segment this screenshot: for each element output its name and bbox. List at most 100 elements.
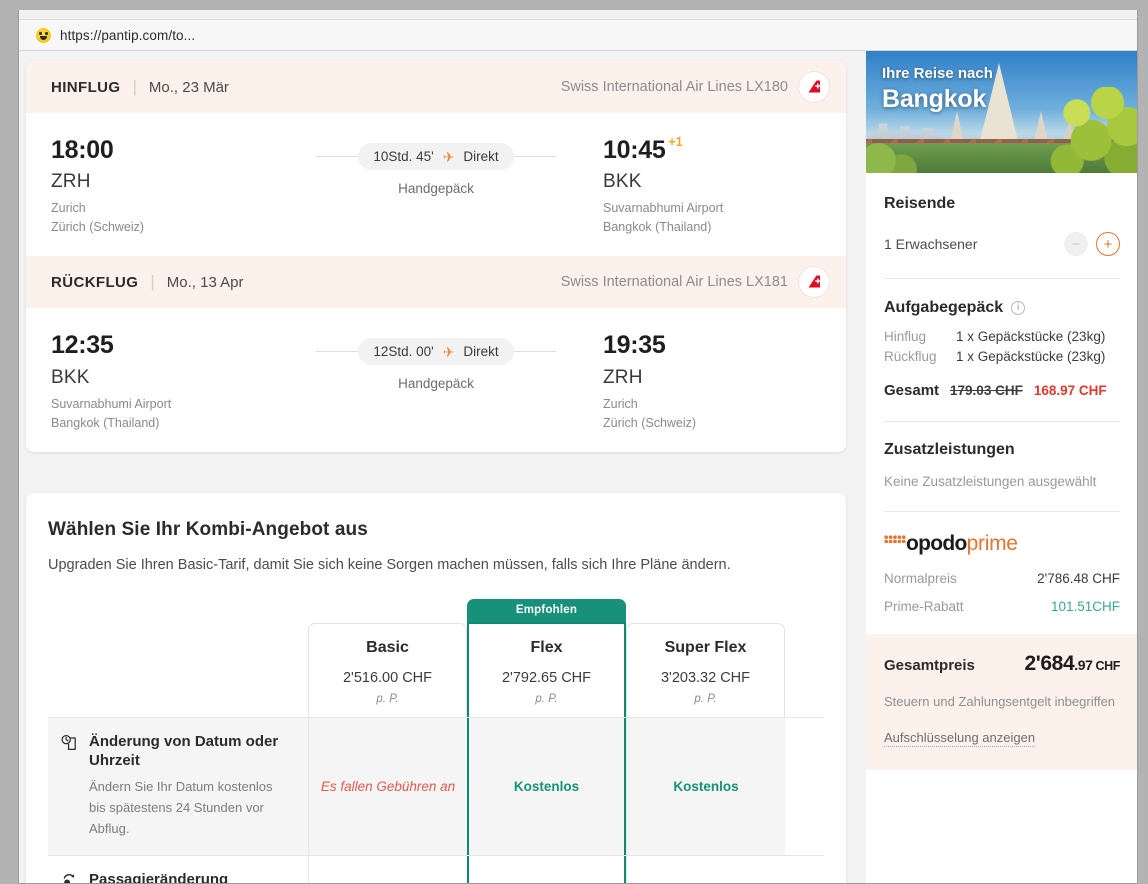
fare-row-passenger-change: Passagieränderung: [48, 854, 824, 883]
return-separator: |: [150, 272, 155, 292]
fare-name-basic: Basic: [366, 638, 409, 656]
fare-card-flex[interactable]: Flex 2'792.65 CHF p. P.: [467, 621, 626, 717]
value-super-flex-date-change: Kostenlos: [626, 717, 785, 855]
total-price-label: Gesamtpreis: [884, 657, 975, 674]
duration-line-left: [316, 351, 359, 353]
travellers-count-label: 1 Erwachsener: [884, 236, 978, 252]
duration-line-right: [513, 156, 556, 157]
outbound-departure: 18:00 ZRH Zurich Zürich (Schweiz): [51, 136, 269, 235]
fare-card-super-flex[interactable]: Super Flex 3'203.32 CHF p. P.: [626, 622, 785, 717]
decrease-travellers-button[interactable]: −: [1064, 232, 1088, 256]
normal-price-label: Normalpreis: [884, 571, 957, 586]
baggage-heading-row: Aufgabegepäck i: [884, 299, 1120, 317]
outbound-duration-text: 10Std. 45': [373, 149, 434, 164]
outbound-stops-text: Direkt: [463, 149, 499, 164]
return-arrival-time-text: 19:35: [603, 331, 666, 360]
baggage-leg-outbound: Hinflug: [884, 329, 927, 344]
travellers-heading: Reisende: [884, 195, 956, 212]
combi-offer-card: Wählen Sie Ihr Kombi-Angebot aus Upgrade…: [26, 492, 846, 883]
outbound-arrival: 10:45 +1 BKK Suvarnabhumi Airport Bangkok…: [603, 135, 821, 235]
return-duration-block: 12Std. 00' ✈ Direkt Handgepäck: [269, 332, 603, 429]
fare-name-flex: Flex: [530, 638, 563, 656]
baggage-total-label: Gesamt: [884, 382, 940, 399]
prime-discount-value: 101.51CHF: [1050, 599, 1120, 614]
travellers-row: 1 Erwachsener − +: [884, 232, 1120, 256]
extras-heading: Zusatzleistungen: [884, 441, 1015, 458]
fare-column-basic[interactable]: Basic 2'516.00 CHF p. P.: [308, 601, 467, 717]
outbound-carrier-name: Swiss International Air Lines LX180: [560, 79, 788, 95]
feature-desc-date-change: Ändern Sie Ihr Datum kostenlos bis späte…: [89, 778, 273, 836]
normal-price-value: 2'786.48 CHF: [1037, 571, 1120, 586]
value-flex-date-change: Kostenlos: [467, 717, 626, 855]
fare-column-super-flex[interactable]: Super Flex 3'203.32 CHF p. P.: [626, 601, 785, 717]
outbound-departure-time: 18:00: [51, 136, 114, 164]
return-arrival-airport: Zurich: [603, 396, 638, 411]
booking-summary-sidebar: Ihre Reise nach Bangkok Reisende 1 Erwac…: [866, 51, 1137, 883]
return-arrival-city: Zürich (Schweiz): [603, 415, 697, 430]
return-departure-iata: BKK: [51, 366, 90, 388]
outbound-arrival-time-text: 10:45: [603, 136, 666, 164]
total-price-row: Gesamtpreis 2'684.97 CHF: [884, 652, 1120, 676]
fare-price-basic: 2'516.00 CHF: [342, 669, 432, 686]
page-body: HINFLUG | Mo., 23 Mär Swiss Internationa…: [19, 51, 1137, 883]
total-price-block: Gesamtpreis 2'684.97 CHF Steuern und Zahl…: [866, 634, 1137, 770]
extras-section: Zusatzleistungen Keine Zusatzleistungen …: [866, 422, 1137, 489]
outbound-duration-block: 10Std. 45' ✈ Direkt Handgepäck: [269, 137, 603, 234]
return-arrival: 19:35 ZRH Zurich Zürich (Schweiz): [603, 332, 821, 429]
show-breakdown-link[interactable]: Aufschlüsselung anzeigen: [884, 730, 1036, 748]
fare-column-flex[interactable]: Empfohlen Flex 2'792.65 CHF p. P.: [467, 598, 626, 717]
flight-itinerary-card: HINFLUG | Mo., 23 Mär Swiss Internationa…: [26, 61, 846, 452]
outbound-departure-city: Zürich (Schweiz): [51, 220, 145, 235]
fare-header-row: Basic 2'516.00 CHF p. P. Empfohlen Flex …: [48, 598, 824, 717]
total-price-currency: CHF: [1095, 659, 1121, 673]
fare-per-person-flex: p. P.: [535, 692, 558, 705]
outbound-departure-iata: ZRH: [51, 171, 91, 193]
hero-subtitle: Ihre Reise nach: [882, 65, 993, 82]
fare-comparison-table: Basic 2'516.00 CHF p. P. Empfohlen Flex …: [48, 598, 824, 883]
hero-foliage-left: [866, 133, 918, 173]
baggage-total-old-price: 179.03 CHF: [950, 383, 1023, 398]
combi-title: Wählen Sie Ihr Kombi-Angebot aus: [48, 518, 368, 540]
prime-section: opodo prime Normalpreis 2'786.48 CHF Pri…: [866, 512, 1137, 614]
browser-window: https://pantip.com/to... HINFLUG | Mo., …: [18, 10, 1138, 884]
opodo-dots-icon: [884, 535, 906, 543]
outbound-departure-airport: Zurich: [51, 201, 86, 216]
outbound-baggage-note: Handgepäck: [398, 181, 474, 196]
info-icon[interactable]: i: [1011, 301, 1026, 315]
baggage-value-return: 1 x Gepäckstücke (23kg): [956, 349, 1106, 364]
value-basic-passenger-change: [308, 855, 467, 883]
travellers-section: Reisende 1 Erwachsener − +: [866, 173, 1137, 256]
feature-cell-date-change: Änderung von Datum oder Uhrzeit Ändern S…: [48, 717, 308, 855]
divider: [884, 511, 1120, 512]
divider: [884, 278, 1120, 279]
fare-per-person-super-flex: p. P.: [694, 692, 717, 705]
extras-note: Keine Zusatzleistungen ausgewählt: [884, 474, 1097, 489]
total-price-amount: 2'684.97 CHF: [1025, 652, 1121, 676]
swiss-tailfin-icon: [799, 267, 829, 298]
passenger-change-icon: [60, 870, 79, 883]
return-duration-pill: 12Std. 00' ✈ Direkt: [358, 338, 514, 366]
browser-url-bar[interactable]: https://pantip.com/to...: [19, 20, 1137, 51]
increase-travellers-button[interactable]: +: [1096, 232, 1120, 256]
normal-price-row: Normalpreis 2'786.48 CHF: [884, 571, 1120, 586]
return-baggage-note: Handgepäck: [398, 376, 474, 392]
return-duration-text: 12Std. 00': [373, 344, 434, 360]
smiley-icon: [36, 27, 51, 43]
outbound-arrival-city: Bangkok (Thailand): [603, 220, 712, 235]
baggage-heading: Aufgabegepäck: [884, 299, 1004, 316]
baggage-leg-return: Rückflug: [884, 349, 937, 364]
hero-temple-main: [978, 63, 1020, 149]
hero-destination: Bangkok: [882, 85, 987, 113]
return-departure-city: Bangkok (Thailand): [51, 415, 160, 430]
fare-name-super-flex: Super Flex: [664, 638, 747, 656]
value-text: Kostenlos: [513, 778, 580, 794]
airplane-icon: ✈: [442, 148, 455, 165]
duration-line-left: [316, 156, 359, 157]
return-date: Mo., 13 Apr: [166, 273, 244, 291]
fare-per-person-basic: p. P.: [376, 692, 399, 705]
outbound-arrival-airport: Suvarnabhumi Airport: [603, 201, 724, 216]
opodo-prime-logo: opodo prime: [884, 532, 1120, 556]
swiss-tailfin-icon: [799, 72, 829, 102]
fare-card-basic[interactable]: Basic 2'516.00 CHF p. P.: [308, 622, 467, 717]
main-content-column: HINFLUG | Mo., 23 Mär Swiss Internationa…: [26, 61, 846, 883]
